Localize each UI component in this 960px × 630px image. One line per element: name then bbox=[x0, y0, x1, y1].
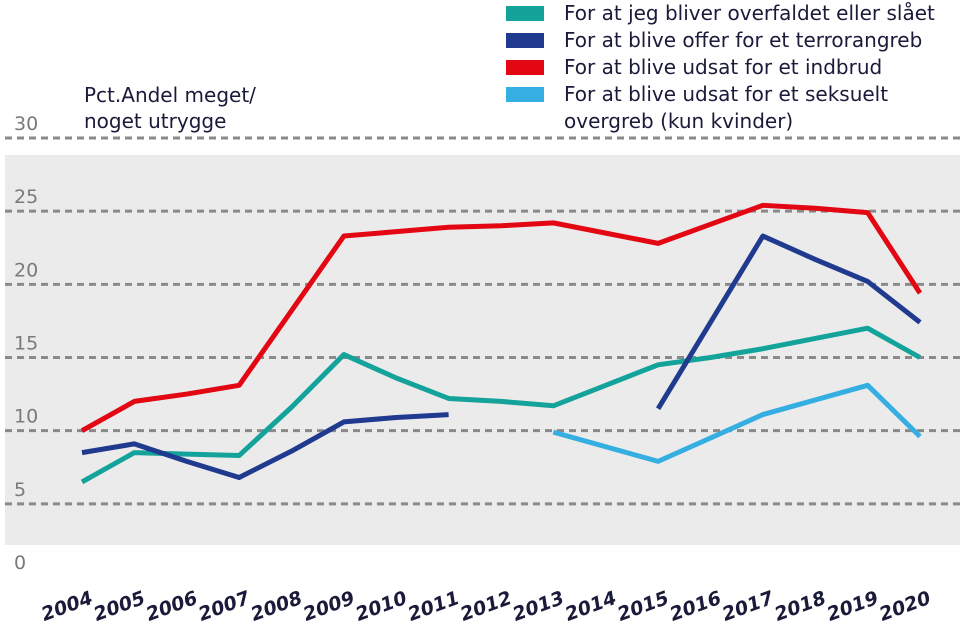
legend-label: For at blive udsat for et indbrud bbox=[564, 55, 883, 79]
legend-swatch bbox=[506, 33, 544, 48]
y-tick-label: 20 bbox=[14, 259, 38, 281]
legend-label: For at blive offer for et terrorangreb bbox=[564, 28, 923, 52]
x-tick-label: 2004 bbox=[38, 587, 95, 626]
legend-swatch bbox=[506, 6, 544, 21]
x-tick-label: 2013 bbox=[510, 587, 567, 626]
legend-swatch bbox=[506, 60, 544, 75]
y-tick-label: 0 bbox=[14, 552, 26, 574]
x-tick-label: 2014 bbox=[562, 587, 619, 626]
series-line bbox=[80, 325, 922, 485]
y-tick-label: 25 bbox=[14, 186, 38, 208]
x-tick-label: 2012 bbox=[457, 587, 514, 626]
x-tick-label: 2010 bbox=[353, 587, 410, 626]
y-tick-label: 10 bbox=[14, 406, 38, 428]
legend-label: For at jeg bliver overfaldet eller slået bbox=[564, 1, 935, 25]
x-tick-label: 2005 bbox=[91, 587, 148, 626]
y-tick-label: 5 bbox=[14, 479, 26, 501]
legend-entry: For at blive offer for et terrorangreb bbox=[506, 27, 956, 54]
x-tick-label: 2011 bbox=[405, 587, 462, 626]
legend-entry: For at jeg bliver overfaldet eller slået bbox=[506, 0, 956, 27]
series-line bbox=[552, 382, 922, 464]
x-tick-label: 2015 bbox=[615, 587, 672, 626]
y-axis-label: noget utrygge bbox=[84, 109, 226, 133]
series-line bbox=[81, 233, 922, 480]
x-tick-label: 2006 bbox=[143, 587, 200, 626]
x-tick-label: 2007 bbox=[196, 587, 254, 626]
x-tick-label: 2009 bbox=[300, 587, 357, 626]
legend-entry: For at blive udsat for et seksuelt overg… bbox=[506, 81, 956, 135]
plot-background bbox=[5, 155, 960, 545]
x-tick-label: 2017 bbox=[719, 587, 777, 626]
y-axis-label: Pct.Andel meget/ bbox=[84, 83, 256, 107]
x-tick-label: 2020 bbox=[876, 587, 933, 626]
legend-entry: For at blive udsat for et indbrud bbox=[506, 54, 956, 81]
x-tick-label: 2016 bbox=[667, 587, 724, 626]
legend-swatch bbox=[506, 87, 544, 102]
legend: For at jeg bliver overfaldet eller slået… bbox=[506, 0, 956, 135]
legend-label: For at blive udsat for et seksuelt overg… bbox=[564, 82, 889, 133]
y-tick-label: 15 bbox=[14, 333, 38, 355]
series-line bbox=[80, 202, 923, 433]
x-tick-label: 2018 bbox=[772, 587, 829, 626]
x-tick-label: 2019 bbox=[824, 587, 881, 626]
y-tick-label: 30 bbox=[14, 113, 38, 135]
x-tick-label: 2008 bbox=[248, 587, 305, 626]
